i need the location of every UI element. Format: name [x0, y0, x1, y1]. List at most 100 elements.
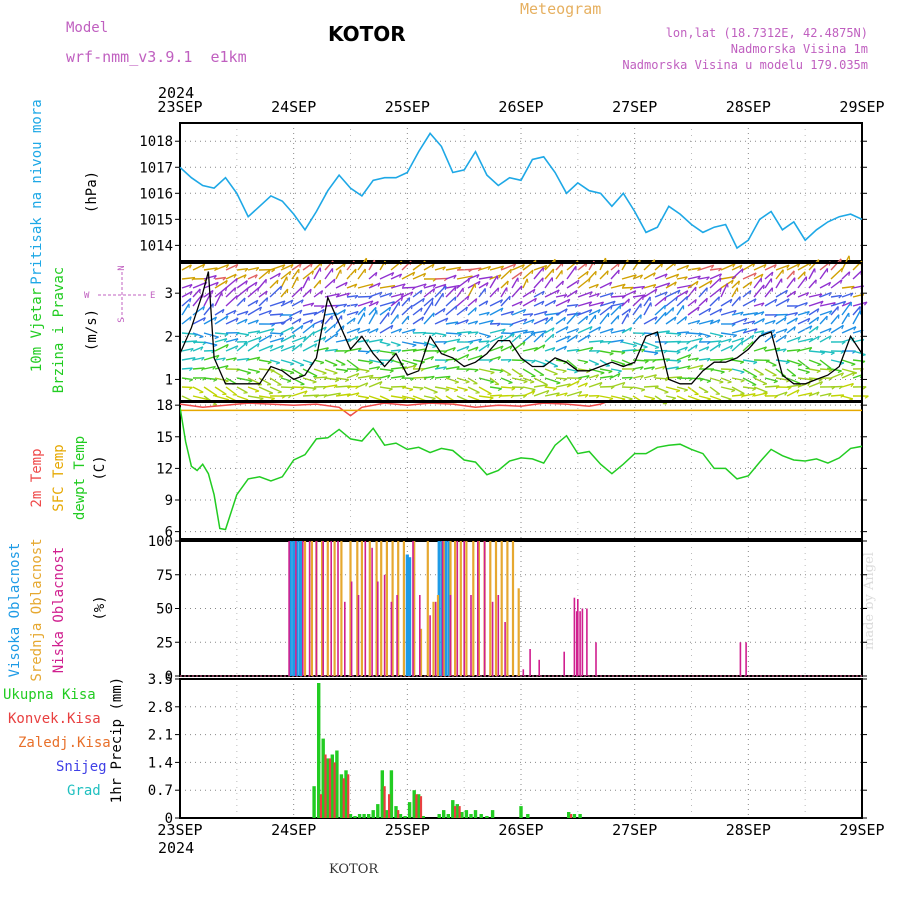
wind-vector	[489, 368, 504, 372]
wind-vector	[522, 390, 535, 397]
wind-vector-head	[288, 394, 292, 399]
wind-vector	[698, 395, 711, 400]
wind-vector	[610, 395, 626, 400]
wind-vector	[390, 385, 406, 388]
precip_total-bar	[572, 814, 577, 818]
wind-vector-head	[257, 343, 260, 348]
wind-vector	[522, 347, 538, 352]
wind-vector-head	[213, 275, 217, 280]
wind-vector-head	[786, 264, 790, 269]
wind-vector	[467, 320, 478, 325]
wind-vector-head	[808, 347, 813, 352]
wind-vector	[467, 395, 480, 401]
low_cloud-bar	[491, 601, 494, 677]
wind-vector-head	[331, 315, 333, 320]
wind-vector-head	[304, 390, 308, 395]
wind-vector	[852, 350, 866, 356]
wind-vector	[841, 292, 854, 298]
wind-vector	[302, 302, 314, 307]
wind-vector-head	[793, 290, 797, 296]
wind-vector-head	[463, 389, 468, 392]
wind-vector	[269, 344, 284, 352]
wind-vector-head	[386, 344, 391, 347]
wind-vector-head	[507, 359, 512, 363]
wind-unit: (m/s)	[84, 309, 100, 351]
wind-vector	[599, 305, 613, 316]
wind-vector	[445, 377, 459, 383]
wind-vector	[423, 375, 435, 379]
wind-vector	[764, 329, 776, 334]
wind-vector-head	[200, 346, 204, 351]
wind-vector	[478, 281, 489, 289]
low_cloud-bar	[586, 608, 588, 676]
wind-vector-head	[576, 312, 578, 317]
wind-vector	[192, 305, 205, 316]
wind-vector-head	[257, 384, 262, 386]
wind-vector	[808, 391, 820, 397]
low_cloud-bar	[429, 615, 431, 677]
wind-vector-head	[500, 335, 504, 340]
wind-vector-head	[191, 357, 196, 361]
wind-vector-head	[840, 372, 844, 377]
wind-vector-head	[784, 328, 788, 333]
wind-vector	[522, 297, 537, 307]
wind-vector-head	[753, 272, 757, 277]
wind-vector-head	[719, 287, 722, 293]
wind-vector	[346, 372, 360, 379]
wind-vector-head	[271, 269, 276, 273]
mid_cloud-bar	[494, 541, 498, 676]
wind-vector	[698, 264, 715, 271]
wind-vector-head	[423, 283, 427, 288]
wind-vector-head	[785, 361, 790, 365]
wind-vector-head	[333, 323, 336, 329]
temp-axis-title-3: dewpt Temp	[72, 436, 88, 520]
wind-vector-head	[430, 375, 435, 380]
wind-vector-head	[719, 381, 724, 384]
wind-vector-head	[389, 292, 393, 297]
wind-vector	[544, 347, 556, 352]
wind-vector	[555, 294, 568, 298]
wind-vector-head	[453, 274, 457, 279]
wind-vector-head	[710, 264, 715, 269]
wind-vector-head	[618, 269, 620, 274]
wind-vector-head	[341, 364, 346, 366]
precip_conv-bar	[415, 794, 418, 818]
wind-vector	[687, 298, 697, 307]
low_cloud-bar	[350, 581, 353, 676]
wind-vector	[302, 359, 314, 365]
wind-vector-head	[421, 316, 425, 321]
wind-vector	[577, 394, 589, 397]
wind-vector	[258, 328, 275, 334]
wind-vector-head	[629, 327, 633, 332]
wind-vector-head	[522, 309, 527, 314]
wind-vector-head	[542, 277, 544, 282]
wind-vector-head	[793, 270, 795, 275]
wind-vector	[577, 277, 591, 289]
wind-vector-head	[343, 370, 349, 374]
wind-vector	[500, 368, 512, 376]
wind-vector-head	[398, 328, 402, 333]
wind-vector-head	[563, 345, 568, 351]
wind-vector-head	[740, 379, 745, 383]
wind-vector-head	[222, 277, 227, 281]
wind-vector	[676, 305, 685, 316]
wind-vector	[302, 262, 313, 271]
date-label-top: 25SEP	[385, 98, 430, 116]
wind-vector	[214, 279, 228, 289]
wind-vector-head	[522, 341, 526, 346]
wind-vector	[324, 267, 334, 280]
high_cloud-bar	[292, 541, 296, 676]
wind-vector	[687, 386, 699, 396]
wind-vector-head	[292, 345, 296, 350]
low_cloud-bar	[295, 541, 297, 676]
wind-vector	[654, 311, 667, 325]
wind-vector-head	[820, 300, 824, 305]
wind-vector-head	[718, 343, 721, 348]
wind-vector-head	[333, 278, 336, 284]
precip_total-bar	[460, 812, 464, 818]
wind-vector	[742, 320, 755, 325]
wind-vector-head	[706, 341, 711, 345]
wind-vector	[632, 294, 646, 298]
wind-vector	[313, 394, 328, 397]
wind-vector-head	[189, 291, 193, 296]
